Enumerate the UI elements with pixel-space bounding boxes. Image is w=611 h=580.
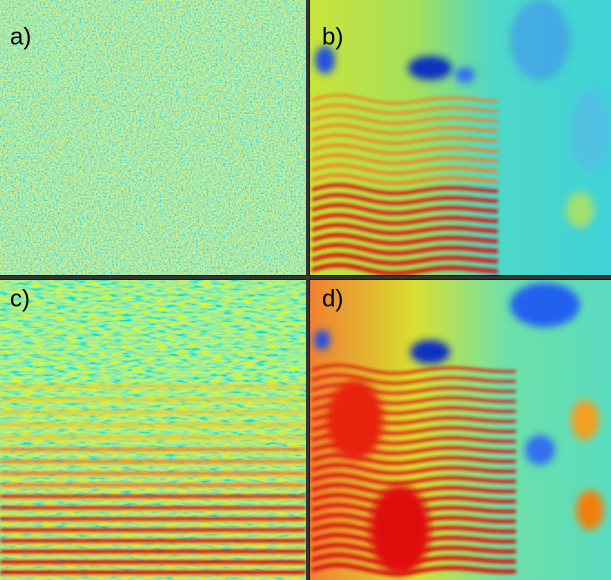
stripe — [311, 183, 499, 196]
stripe — [0, 410, 306, 414]
stripe — [311, 562, 517, 576]
stripe — [0, 471, 306, 476]
stripe — [0, 435, 306, 439]
stripe — [0, 538, 306, 544]
stripe — [0, 426, 306, 429]
panel-d — [310, 280, 611, 580]
stripe — [0, 398, 306, 401]
stripe — [311, 373, 517, 385]
stripe — [0, 447, 306, 451]
stripe — [0, 576, 306, 579]
stripe — [311, 173, 499, 186]
stripe — [0, 499, 306, 502]
stripe — [311, 363, 517, 375]
stripe — [0, 511, 306, 514]
stripe — [311, 113, 499, 125]
panel-label: b) — [322, 23, 343, 50]
stripe — [311, 262, 499, 275]
stripe — [311, 163, 499, 175]
stripe — [0, 506, 306, 511]
stripe — [0, 570, 306, 576]
stripe — [0, 555, 306, 558]
panel-label: a) — [10, 23, 31, 50]
stripe — [0, 549, 306, 555]
stripe — [311, 193, 499, 206]
stripe — [311, 252, 499, 266]
stripe — [311, 242, 499, 256]
panel-label: c) — [10, 285, 30, 312]
stripe — [0, 464, 306, 467]
stripe — [0, 528, 306, 533]
stripe — [311, 473, 517, 486]
stripe — [311, 133, 499, 145]
stripe — [0, 423, 306, 426]
stripe — [0, 385, 306, 387]
panel-a — [0, 0, 306, 275]
stripe — [0, 565, 306, 568]
stripe — [311, 93, 499, 105]
panel-label: d) — [322, 285, 343, 312]
stripe — [0, 451, 306, 454]
stripe — [0, 483, 306, 487]
stripe — [311, 203, 499, 216]
stripe — [0, 559, 306, 565]
stripe — [0, 401, 306, 404]
stripe — [311, 223, 499, 236]
stripe — [311, 213, 499, 226]
stripe — [311, 463, 517, 476]
stripe — [0, 487, 306, 490]
stripe — [0, 494, 306, 499]
stripe — [311, 153, 499, 165]
stripe — [0, 439, 306, 442]
stripe — [0, 414, 306, 417]
stripe — [0, 459, 306, 464]
stripe — [0, 544, 306, 547]
stripe — [0, 533, 306, 536]
stripe — [0, 522, 306, 525]
stripe — [0, 476, 306, 479]
stripe — [311, 103, 499, 115]
stripe — [0, 517, 306, 522]
stripe — [0, 388, 306, 390]
stripe — [311, 143, 499, 155]
panel-c-stripes — [0, 385, 306, 579]
stripe — [311, 123, 499, 135]
stripe — [311, 233, 499, 246]
panel-b — [310, 0, 611, 275]
